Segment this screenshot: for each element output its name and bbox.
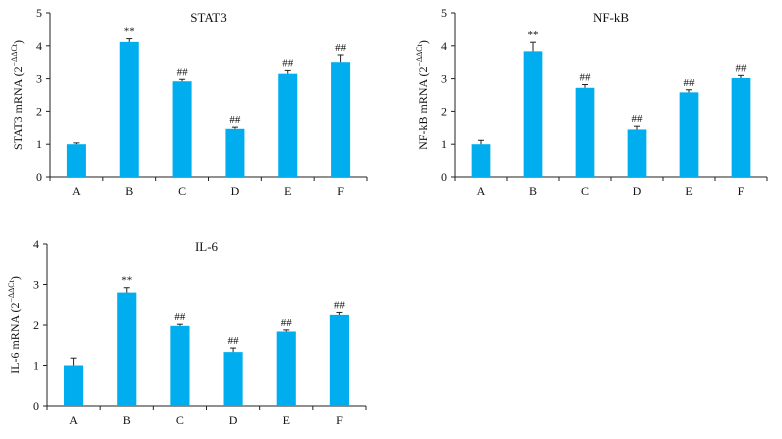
y-axis-label-superscript: −ΔΔCt <box>415 43 424 66</box>
category-label: A <box>477 184 486 198</box>
significance-label: ## <box>736 62 748 74</box>
y-tick-label: 3 <box>33 278 39 292</box>
bar-D <box>627 129 647 177</box>
y-tick-label: 2 <box>33 318 39 332</box>
y-tick-label: 4 <box>33 237 39 251</box>
category-label: C <box>581 184 589 198</box>
y-tick-label: 4 <box>441 39 447 53</box>
significance-label: ## <box>282 57 294 69</box>
y-tick-label: 1 <box>36 137 42 151</box>
significance-label: ## <box>228 335 240 347</box>
category-label: B <box>125 184 133 198</box>
category-label: B <box>529 184 537 198</box>
significance-label: ## <box>334 299 346 311</box>
y-tick-label: 4 <box>36 39 42 53</box>
category-label: A <box>69 413 78 427</box>
significance-label: ** <box>121 275 132 287</box>
y-tick-label: 2 <box>36 104 42 118</box>
chart-title: NF-kB <box>593 10 629 25</box>
significance-label: ## <box>335 42 347 54</box>
category-label: D <box>231 184 240 198</box>
category-label: D <box>633 184 642 198</box>
category-label: F <box>337 184 344 198</box>
y-tick-label: 5 <box>441 6 447 20</box>
y-tick-label: 0 <box>33 399 39 413</box>
y-axis-label-close: ) <box>8 276 22 280</box>
bar-C <box>170 325 190 406</box>
chart-panel-1: 0 1 2 3 4 5 A ** B ## C ## D ## E ## F STAT3 STAT3 mRNA (2… <box>10 6 368 198</box>
bar-A <box>66 144 86 177</box>
significance-label: ## <box>580 72 592 84</box>
chart-title: STAT3 <box>190 10 227 25</box>
bar-A <box>471 144 491 177</box>
y-tick-label: 0 <box>36 170 42 184</box>
significance-label: ** <box>528 29 539 41</box>
category-label: A <box>72 184 81 198</box>
y-tick-label: 1 <box>33 359 39 373</box>
chart-panel-3: 0 1 2 3 4 A ** B ## C ## D ## E ## F IL-6 IL-6 mRNA (2−ΔΔ… <box>7 237 367 427</box>
bar-E <box>276 331 296 406</box>
significance-label: ## <box>632 113 644 125</box>
bar-F <box>331 62 351 178</box>
significance-label: ## <box>177 66 189 78</box>
y-tick-label: 1 <box>441 137 447 151</box>
significance-label: ## <box>281 317 293 329</box>
category-label: E <box>685 184 692 198</box>
category-label: E <box>284 184 291 198</box>
y-tick-label: 3 <box>441 72 447 86</box>
y-tick-label: 0 <box>441 170 447 184</box>
significance-label: ## <box>174 311 186 323</box>
category-label: E <box>283 413 290 427</box>
y-axis-label-superscript: −ΔΔCt <box>10 43 19 66</box>
bar-F <box>731 77 751 177</box>
bar-F <box>329 314 349 406</box>
y-axis-label-close: ) <box>416 40 430 44</box>
significance-label: ** <box>124 26 135 38</box>
y-axis-label-close: ) <box>11 40 25 44</box>
y-axis-label-superscript: −ΔΔCt <box>7 279 16 302</box>
chart-panel-2: 0 1 2 3 4 5 A ** B ## C ## D ## E ## F NF-kB NF-kB mRNA (2… <box>415 6 768 198</box>
bar-D <box>225 128 245 177</box>
y-axis-label-main: NF-kB mRNA (2 <box>416 67 430 150</box>
chart-title: IL-6 <box>195 239 219 254</box>
bar-C <box>575 87 595 177</box>
bar-B <box>523 51 543 177</box>
category-label: C <box>178 184 186 198</box>
category-label: D <box>229 413 238 427</box>
y-axis-label: NF-kB mRNA (2−ΔΔCt) <box>415 40 430 150</box>
category-label: B <box>123 413 131 427</box>
significance-label: ## <box>229 114 241 126</box>
bar-B <box>117 292 137 406</box>
category-label: F <box>336 413 343 427</box>
significance-label: ## <box>684 77 696 89</box>
bar-D <box>223 352 243 406</box>
y-axis-label-main: IL-6 mRNA (2 <box>8 303 22 374</box>
y-tick-label: 2 <box>441 104 447 118</box>
y-tick-label: 3 <box>36 72 42 86</box>
y-axis-label: STAT3 mRNA (2−ΔΔCt) <box>10 40 25 150</box>
bar-A <box>64 365 84 406</box>
bar-E <box>679 92 699 177</box>
bar-E <box>278 73 298 177</box>
category-label: C <box>176 413 184 427</box>
y-axis-label: IL-6 mRNA (2−ΔΔCt) <box>7 276 22 374</box>
bar-B <box>119 41 139 177</box>
bar-C <box>172 81 192 177</box>
y-tick-label: 5 <box>36 6 42 20</box>
category-label: F <box>738 184 745 198</box>
y-axis-label-main: STAT3 mRNA (2 <box>11 66 25 150</box>
